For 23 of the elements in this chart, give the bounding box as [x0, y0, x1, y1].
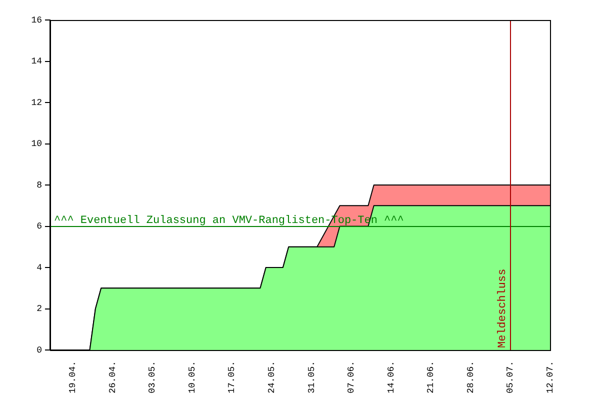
x-tick-label: 07.06.	[346, 361, 357, 394]
x-tick-label: 14.06.	[386, 361, 396, 394]
y-tick-label: 8	[36, 180, 42, 190]
y-tick-label: 4	[36, 262, 42, 273]
y-tick-label: 14	[31, 56, 42, 67]
x-tick-label: 05.07.	[506, 361, 516, 394]
x-tick-label: 17.05.	[227, 361, 238, 394]
y-tick-label: 16	[31, 15, 42, 26]
y-tick-label: 10	[31, 139, 42, 150]
x-tick-label: 19.04.	[68, 361, 78, 394]
x-tick-label: 12.07.	[545, 361, 556, 394]
y-tick-label: 6	[36, 222, 42, 232]
x-tick-label: 28.06.	[466, 361, 476, 394]
x-tick-label: 26.04.	[108, 361, 118, 394]
y-tick-label: 0	[36, 345, 42, 356]
ref-line-label: Meldeschluss	[496, 268, 509, 348]
x-tick-label: 24.05.	[266, 361, 277, 394]
y-tick-label: 12	[31, 98, 42, 108]
x-tick-label: 21.06.	[426, 361, 436, 394]
x-tick-label: 03.05.	[148, 361, 158, 394]
y-tick-label: 2	[36, 304, 42, 314]
x-tick-label: 31.05.	[306, 361, 317, 394]
x-tick-label: 10.05.	[187, 361, 198, 394]
